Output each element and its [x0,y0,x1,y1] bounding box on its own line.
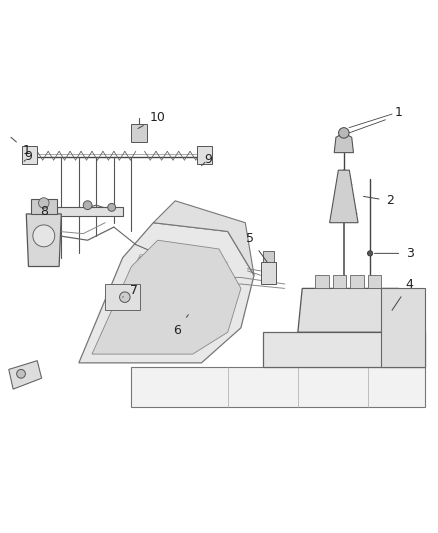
Polygon shape [31,199,57,214]
Text: 5: 5 [246,231,267,262]
Circle shape [120,292,130,302]
Polygon shape [44,207,123,216]
Circle shape [33,225,55,247]
Text: 1: 1 [11,138,30,157]
Polygon shape [9,361,42,389]
Polygon shape [263,332,425,367]
Polygon shape [131,124,147,142]
Text: 2: 2 [364,195,394,207]
Text: 6: 6 [173,314,188,336]
Text: 1: 1 [395,106,403,119]
Text: 10: 10 [138,111,166,128]
Polygon shape [79,223,254,363]
Polygon shape [261,262,276,284]
Polygon shape [153,201,254,275]
Polygon shape [131,367,425,407]
Polygon shape [105,284,140,310]
Polygon shape [26,214,61,266]
Circle shape [108,204,116,211]
Polygon shape [333,275,346,288]
Circle shape [83,201,92,209]
Text: 9: 9 [201,152,212,166]
Text: 8: 8 [40,205,48,218]
Polygon shape [197,146,212,164]
Polygon shape [263,251,274,262]
Polygon shape [315,275,328,288]
Polygon shape [368,275,381,288]
Polygon shape [334,133,353,152]
Polygon shape [350,275,364,288]
Text: 4: 4 [392,278,413,310]
Polygon shape [298,288,399,332]
Polygon shape [330,170,358,223]
Circle shape [39,198,49,208]
Text: 3: 3 [374,247,413,260]
Circle shape [339,128,349,138]
Polygon shape [381,288,425,367]
Polygon shape [92,240,241,354]
Text: 9: 9 [24,150,32,164]
Text: 7: 7 [123,284,138,297]
Circle shape [367,251,373,256]
Polygon shape [22,146,37,164]
Circle shape [17,369,25,378]
